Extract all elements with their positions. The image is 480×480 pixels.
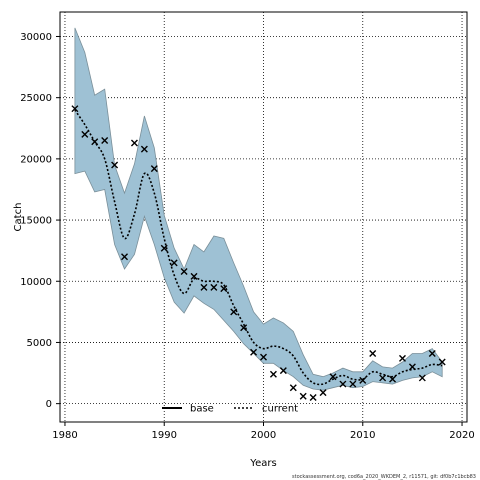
observed-point-1997 [230, 308, 238, 316]
confidence-band [74, 27, 443, 391]
observed-point-1994 [200, 283, 208, 291]
observed-point-1984 [101, 137, 109, 145]
observed-point-2004 [299, 392, 307, 400]
observed-point-2002 [279, 367, 287, 375]
observed-point-2007 [329, 373, 337, 381]
y-tick-label-15000: 15000 [20, 216, 52, 227]
observed-point-1995 [210, 283, 218, 291]
observed-point-1987 [130, 139, 138, 147]
observed-point-2005 [309, 394, 317, 402]
x-tick-label-1990: 1990 [152, 430, 177, 441]
observed-point-2003 [289, 384, 297, 392]
observed-point-2010 [359, 376, 367, 384]
y-tick-label-20000: 20000 [20, 154, 52, 165]
series-line-current [74, 109, 443, 386]
observed-point-2008 [339, 380, 347, 388]
observed-point-1999 [250, 348, 258, 356]
axis-ticks: 1980 1990 2000 2010 2020 0 5000 10000 15000 20000… [20, 32, 475, 441]
series-lines [74, 109, 443, 386]
legend-label-base: base [190, 404, 214, 415]
x-axis-title: Years [249, 458, 276, 469]
legend: base current [162, 404, 298, 415]
x-tick-label-2010: 2010 [350, 430, 375, 441]
y-tick-label-10000: 10000 [20, 277, 52, 288]
confidence-band-area [74, 27, 443, 391]
y-tick-label-30000: 30000 [20, 32, 52, 43]
observed-point-2017 [428, 349, 436, 357]
observed-point-1996 [220, 285, 228, 293]
x-tick-label-2000: 2000 [251, 430, 276, 441]
observed-point-2006 [319, 389, 327, 397]
legend-label-current: current [262, 404, 298, 415]
observed-point-1991 [170, 259, 178, 267]
observed-point-1993 [190, 272, 198, 280]
observed-point-2015 [408, 363, 416, 371]
observed-point-2016 [418, 374, 426, 382]
observed-point-1983 [91, 138, 99, 146]
y-axis-title: Catch [13, 203, 24, 232]
observed-point-2018 [438, 358, 446, 366]
observed-point-1998 [240, 324, 248, 332]
y-tick-label-25000: 25000 [20, 93, 52, 104]
observed-point-2009 [349, 380, 357, 388]
observed-point-1986 [121, 253, 129, 261]
observed-point-2001 [269, 370, 277, 378]
grid-lines [60, 12, 467, 422]
y-tick-label-5000: 5000 [27, 338, 52, 349]
observed-point-1990 [160, 244, 168, 252]
observed-point-2000 [260, 353, 267, 361]
x-tick-label-1980: 1980 [52, 430, 77, 441]
observed-point-1988 [140, 145, 148, 153]
x-tick-label-2020: 2020 [449, 430, 474, 441]
observed-point-1989 [150, 165, 158, 173]
observed-point-1981 [71, 105, 79, 113]
observed-point-2013 [389, 375, 397, 383]
observed-point-1992 [180, 267, 188, 275]
observed-point-1982 [81, 130, 89, 138]
observed-points [71, 105, 446, 402]
observed-point-2014 [398, 354, 406, 362]
observed-point-2011 [369, 349, 377, 357]
observed-point-2012 [379, 374, 387, 382]
footer-caption: stockassessment.org, cod6a_2020_WKDEM_2,… [292, 474, 476, 480]
observed-point-1985 [111, 161, 119, 169]
y-tick-label-0: 0 [46, 399, 52, 410]
